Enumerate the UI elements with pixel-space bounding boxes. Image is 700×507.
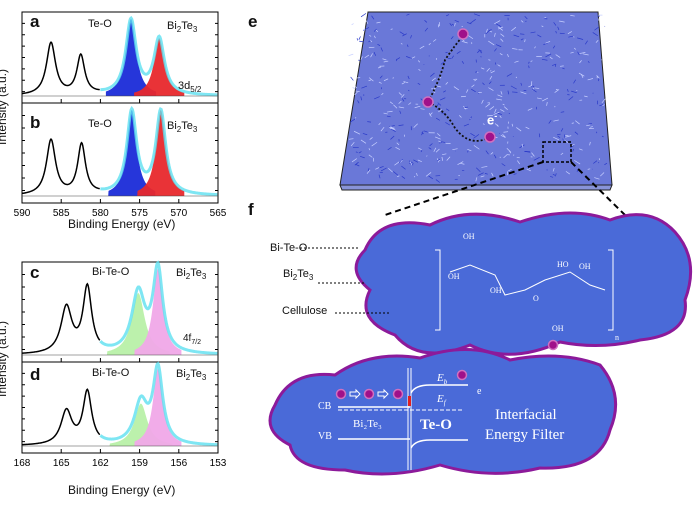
fiber <box>349 54 354 56</box>
y-axis-label-cd: Intensity (a.u.) <box>0 321 9 397</box>
electron-icon <box>423 97 433 107</box>
vb-label: VB <box>318 431 332 442</box>
e-label: e <box>477 386 481 397</box>
x-axis-label-cd: Binding Energy (eV) <box>68 483 175 497</box>
fiber <box>352 24 354 25</box>
electron-icon <box>458 371 467 380</box>
oh-label: OH <box>579 262 591 271</box>
cb-label: CB <box>318 401 331 412</box>
label-orbital-a: 3d5/2 <box>178 80 201 94</box>
x-axis-label-ab: Binding Energy (eV) <box>68 217 175 231</box>
cellulose-blob-upper <box>356 213 691 354</box>
fiber <box>426 156 427 157</box>
label-bi2te3-a: Bi2Te3 <box>167 20 197 34</box>
electron-icon <box>485 132 495 142</box>
x-tick-label: 168 <box>14 458 31 469</box>
ef-label: Ef <box>437 393 446 407</box>
x-tick-label: 565 <box>210 208 227 219</box>
o-label: O <box>533 294 539 303</box>
label-bi-te-o-d: Bi-Te-O <box>92 367 129 379</box>
spectrum-curve <box>22 42 100 93</box>
x-tick-label: 156 <box>170 458 187 469</box>
electron-label: e- <box>487 111 497 127</box>
electron-icon <box>337 390 346 399</box>
fiber <box>353 87 356 88</box>
x-tick-label: 159 <box>131 458 148 469</box>
label-bi2te3: Bi2Te3 <box>283 268 313 282</box>
n-label: n <box>615 333 619 342</box>
label-bi-te-o: Bi-Te-O <box>270 242 307 254</box>
electron-icon <box>458 29 468 39</box>
spectrum-curve <box>22 284 100 353</box>
y-axis-label-ab: Intensity (a.u.) <box>0 69 9 145</box>
x-tick-label: 162 <box>92 458 109 469</box>
electron-icon <box>394 390 403 399</box>
fiber <box>361 13 366 16</box>
oh-label: OH <box>463 232 475 241</box>
label-te-o-b: Te-O <box>88 118 112 130</box>
panel-label-f: f <box>248 200 254 220</box>
x-tick-label: 590 <box>14 208 31 219</box>
ho-label: HO <box>557 260 569 269</box>
label-bi2te3-b: Bi2Te3 <box>167 120 197 134</box>
label-bi2te3-d: Bi2Te3 <box>176 368 206 382</box>
fiber <box>351 77 354 81</box>
bi2te3-band-label: Bi₂Te₃ <box>353 418 382 430</box>
label-bi2te3-c: Bi2Te3 <box>176 267 206 281</box>
label-orbital-c: 4f7/2 <box>183 333 201 346</box>
oh-label: OH <box>552 324 564 333</box>
panel-label-c: c <box>30 263 39 283</box>
x-tick-label: 153 <box>210 458 227 469</box>
eb-label: Eb <box>437 372 447 386</box>
electron-icon <box>549 341 558 350</box>
panel-label-d: d <box>30 365 40 385</box>
barrier-marker <box>408 396 411 406</box>
filter-title-2: Energy Filter <box>485 427 564 444</box>
oh-label: OH <box>490 286 502 295</box>
teo-band-label: Te-O <box>420 417 452 434</box>
fiber <box>359 36 361 39</box>
spectrum-curve <box>22 139 100 193</box>
network-side-face <box>340 185 612 190</box>
label-te-o-a: Te-O <box>88 18 112 30</box>
fiber <box>598 162 599 163</box>
spectrum-curve <box>22 389 100 444</box>
x-tick-label: 165 <box>53 458 70 469</box>
panel-label-b: b <box>30 113 40 133</box>
filter-title-1: Interfacial <box>495 407 557 424</box>
oh-label: OH <box>448 272 460 281</box>
panel-label-a: a <box>30 12 39 32</box>
label-bi-te-o-c: Bi-Te-O <box>92 266 129 278</box>
electron-icon <box>365 390 374 399</box>
panel-label-e: e <box>248 12 257 32</box>
label-cellulose: Cellulose <box>282 305 327 317</box>
